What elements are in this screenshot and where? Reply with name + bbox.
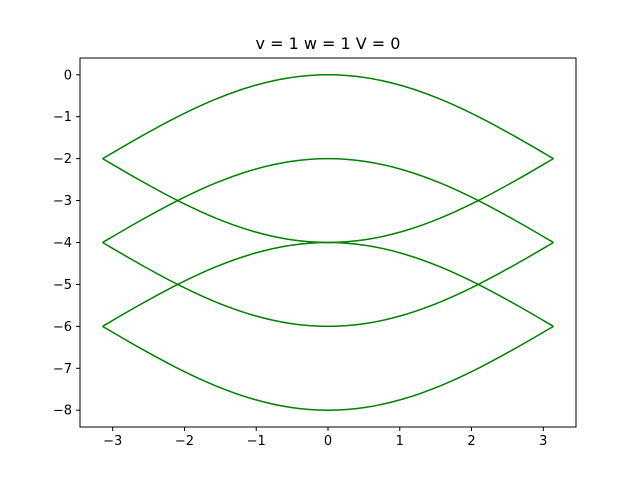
plot-lines xyxy=(102,74,554,411)
x-tick-label: −2 xyxy=(175,434,194,449)
y-tick-label: −1 xyxy=(53,110,72,125)
y-tick-label: −3 xyxy=(53,194,72,209)
y-tick-label: −7 xyxy=(53,362,72,377)
chart-title: v = 1 w = 1 V = 0 xyxy=(256,34,401,53)
plot-frame xyxy=(79,57,577,428)
y-tick-label: −5 xyxy=(53,278,72,293)
x-tick-label: 2 xyxy=(467,434,475,449)
x-tick-label: −1 xyxy=(247,434,266,449)
x-tick-label: 0 xyxy=(324,434,332,449)
x-tick-label: 1 xyxy=(396,434,404,449)
band-line-5 xyxy=(102,241,554,328)
y-tick-label: 0 xyxy=(64,68,72,83)
band-line-3 xyxy=(102,157,554,244)
band-line-6 xyxy=(102,325,554,411)
y-tick-label: −8 xyxy=(53,404,72,419)
y-tick-label: −6 xyxy=(53,320,72,335)
y-tick-label: −4 xyxy=(53,236,72,251)
y-tick-label: −2 xyxy=(53,152,72,167)
x-axis: −3 −2 −1 0 1 2 3 xyxy=(103,427,547,449)
y-axis: 0 −1 −2 −3 −4 −5 −6 −7 −8 xyxy=(53,68,80,419)
band-line-1 xyxy=(102,74,554,160)
x-tick-label: 3 xyxy=(539,434,547,449)
x-tick-label: −3 xyxy=(103,434,122,449)
